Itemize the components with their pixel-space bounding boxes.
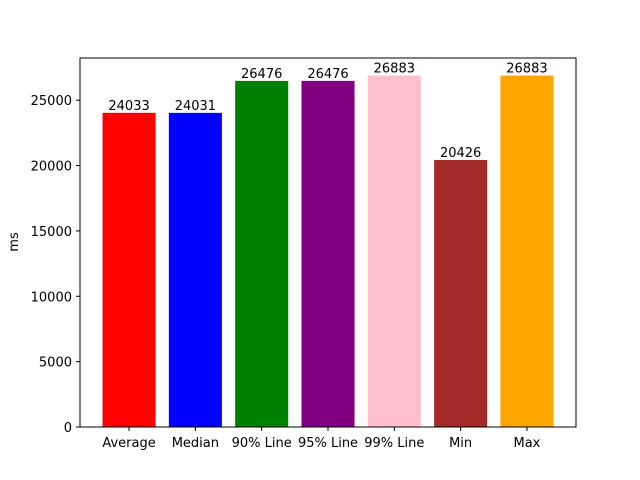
plot-area	[79, 57, 577, 428]
x-axis-ticks: Average Median 90% Line 95% Line 99% Line Min…	[102, 427, 541, 451]
bar-data-label: 26883	[374, 62, 415, 77]
bar-data-label: 26476	[241, 67, 282, 82]
bar-data-label: 24031	[175, 99, 216, 114]
bar	[500, 75, 554, 428]
bar-data-label: 24033	[108, 99, 149, 114]
bar-data-label: 26476	[307, 67, 348, 82]
data-labels-group: 24033 24031 26476 26476 26883 20426 26883	[108, 62, 547, 161]
axes-frame	[79, 57, 577, 428]
x-tick-label: 99% Line	[364, 436, 424, 451]
bar	[235, 80, 289, 427]
bar	[434, 159, 488, 427]
x-tick-label: Min	[449, 436, 472, 451]
y-tick-label: 20000	[31, 160, 72, 175]
x-tick-label: Max	[513, 436, 540, 451]
y-axis-ticks: 0 5000 10000 15000 20000 25000	[31, 94, 80, 436]
x-tick-label: 95% Line	[298, 436, 358, 451]
x-tick-label: Median	[172, 436, 219, 451]
x-tick-label: Average	[102, 436, 155, 451]
bar	[102, 112, 156, 427]
x-tick-label: 90% Line	[232, 436, 292, 451]
bars-group	[102, 75, 554, 428]
bar	[168, 112, 222, 427]
y-tick-label: 25000	[31, 94, 72, 109]
y-axis-label: ms	[7, 232, 22, 252]
bar	[301, 80, 355, 427]
bar-data-label: 20426	[440, 146, 481, 161]
y-tick-label: 15000	[31, 225, 72, 240]
y-tick-label: 5000	[39, 356, 72, 371]
y-tick-label: 10000	[31, 290, 72, 305]
bar-data-label: 26883	[506, 62, 547, 77]
bar	[367, 75, 421, 428]
y-tick-label: 0	[64, 421, 72, 436]
